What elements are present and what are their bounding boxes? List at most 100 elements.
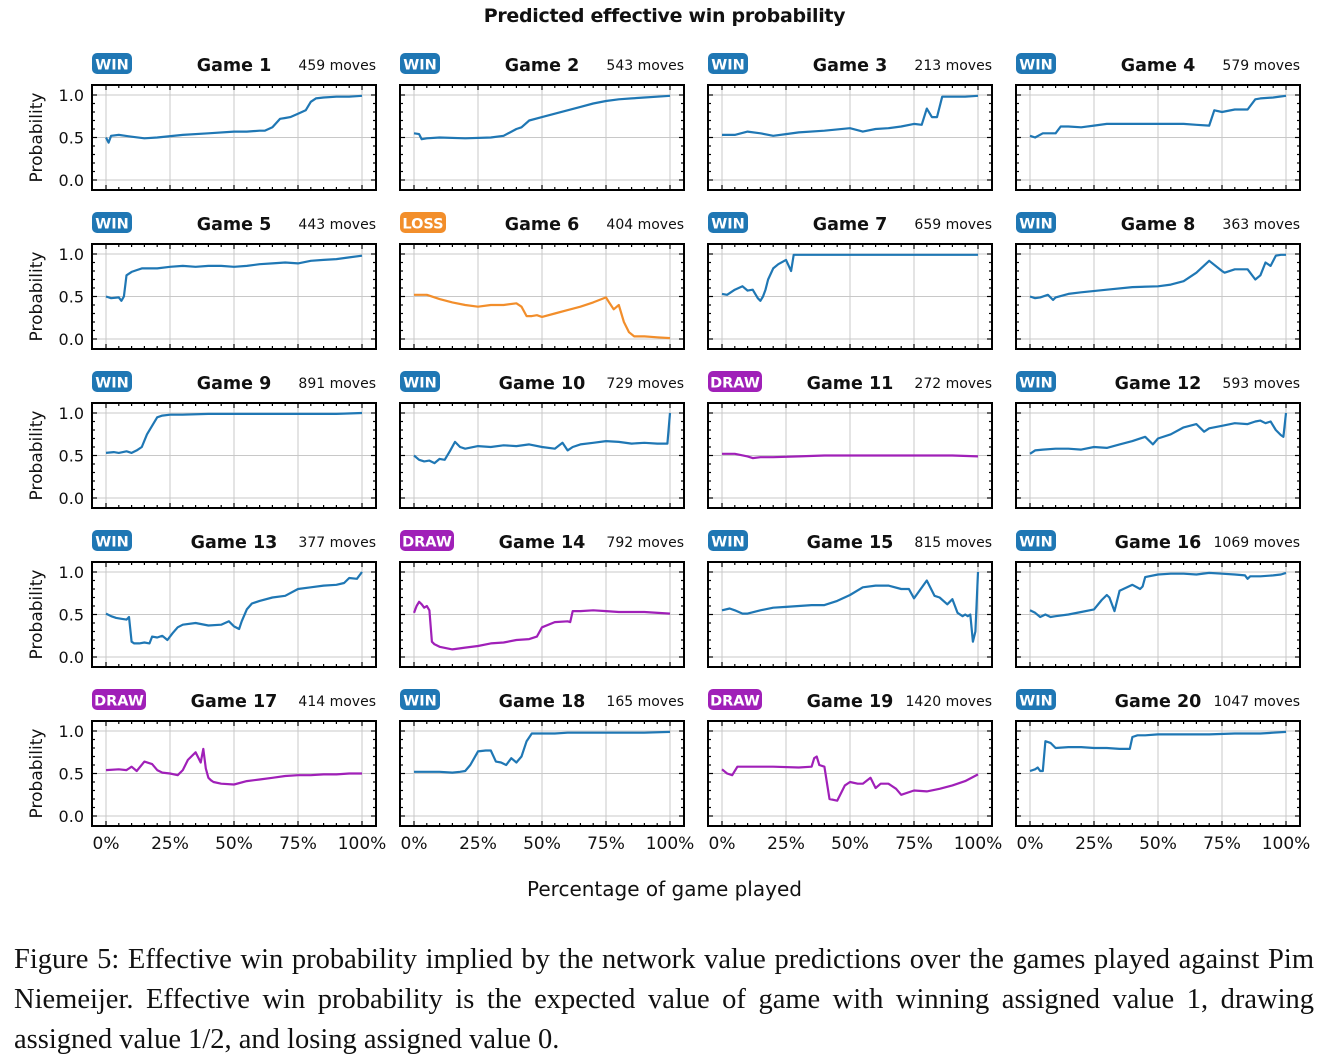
result-badge-label: DRAW bbox=[710, 376, 760, 392]
result-badge bbox=[92, 212, 132, 233]
subplot-1: WIN Game 1 459 moves 0.0 0.5 1.0 Probability bbox=[27, 53, 377, 191]
y-axis-label: Probability bbox=[27, 729, 47, 819]
subplot-10: WIN Game 10 729 moves bbox=[399, 371, 685, 509]
subplot-7: WIN Game 7 659 moves bbox=[707, 212, 993, 350]
subplot-title: Game 16 bbox=[1115, 533, 1202, 553]
subplot-title: Game 3 bbox=[813, 56, 888, 76]
result-badge bbox=[1016, 53, 1056, 74]
subplot-17: DRAW Game 17 414 moves 0.0 0.5 1.0 Probability… bbox=[27, 689, 386, 854]
subplot-4: WIN Game 4 579 moves bbox=[1015, 53, 1301, 191]
series-line-game-10 bbox=[413, 412, 672, 465]
subplot-title: Game 8 bbox=[1121, 215, 1196, 235]
result-badge bbox=[708, 371, 762, 392]
chart-grid: WIN Game 1 459 moves0.00.51.0ProbabilityWI… bbox=[27, 53, 1311, 854]
subplot-3: WIN Game 3 213 moves bbox=[707, 53, 993, 191]
result-badge bbox=[92, 530, 132, 551]
x-tick-label: 100% bbox=[954, 834, 1003, 854]
y-tick-label: 1.0 bbox=[59, 245, 84, 264]
axes-frame bbox=[399, 402, 685, 509]
axes-frame bbox=[399, 84, 685, 191]
subplot-11: DRAW Game 11 272 moves bbox=[707, 371, 993, 509]
subplot-19: DRAW Game 19 1420 moves 0% 25% 50% 75% 100% bbox=[707, 689, 1003, 854]
result-badge-label: WIN bbox=[403, 376, 437, 392]
moves-count: 459 moves bbox=[298, 58, 376, 74]
x-tick-label: 25% bbox=[151, 834, 189, 854]
result-badge bbox=[400, 530, 454, 551]
result-badge bbox=[1016, 371, 1056, 392]
series-line-game-2 bbox=[413, 94, 671, 141]
y-tick-label: 0.5 bbox=[59, 765, 84, 784]
subplot-title: Game 12 bbox=[1115, 374, 1202, 394]
figure-title: Predicted effective win probability bbox=[483, 5, 846, 27]
subplot-title: Game 7 bbox=[813, 215, 888, 235]
result-badge-label: DRAW bbox=[94, 694, 144, 710]
result-badge-label: WIN bbox=[711, 58, 745, 74]
result-badge bbox=[400, 53, 440, 74]
subplot-title: Game 11 bbox=[807, 374, 894, 394]
moves-count: 891 moves bbox=[298, 376, 376, 392]
x-tick-label: 100% bbox=[1262, 834, 1311, 854]
result-badge-label: LOSS bbox=[402, 217, 443, 233]
moves-count: 377 moves bbox=[298, 535, 376, 551]
x-tick-label: 75% bbox=[279, 834, 317, 854]
y-tick-label: 0.0 bbox=[59, 489, 84, 508]
moves-count: 792 moves bbox=[606, 535, 684, 551]
moves-count: 414 moves bbox=[298, 694, 376, 710]
y-tick-label: 1.0 bbox=[59, 404, 84, 423]
moves-count: 729 moves bbox=[606, 376, 684, 392]
result-badge-label: WIN bbox=[95, 217, 129, 233]
y-tick-label: 0.5 bbox=[59, 129, 84, 148]
result-badge bbox=[1016, 689, 1056, 710]
subplot-18: WIN Game 18 165 moves 0% 25% 50% 75% 100% bbox=[399, 689, 695, 854]
series-line-game-8 bbox=[1029, 253, 1286, 301]
subplot-title: Game 17 bbox=[191, 692, 278, 712]
subplot-9: WIN Game 9 891 moves 0.0 0.5 1.0 Probability bbox=[27, 371, 377, 509]
series-line-game-9 bbox=[105, 411, 363, 454]
axes-frame bbox=[707, 402, 993, 509]
series-line-game-13 bbox=[105, 571, 363, 645]
x-tick-label: 75% bbox=[895, 834, 933, 854]
result-badge-label: WIN bbox=[711, 535, 745, 551]
result-badge bbox=[1016, 530, 1056, 551]
result-badge bbox=[92, 53, 132, 74]
result-badge bbox=[708, 530, 748, 551]
x-tick-label: 25% bbox=[1075, 834, 1113, 854]
moves-count: 659 moves bbox=[914, 217, 992, 233]
axes-frame bbox=[399, 243, 685, 350]
subplot-15: WIN Game 15 815 moves bbox=[707, 530, 993, 668]
y-axis-label: Probability bbox=[27, 411, 47, 501]
result-badge-label: WIN bbox=[1019, 694, 1053, 710]
result-badge bbox=[1016, 212, 1056, 233]
y-axis-label: Probability bbox=[27, 252, 47, 342]
result-badge bbox=[400, 689, 440, 710]
result-badge bbox=[92, 689, 146, 710]
subplot-title: Game 10 bbox=[499, 374, 586, 394]
series-line-game-11 bbox=[722, 452, 979, 460]
y-tick-label: 0.5 bbox=[59, 447, 84, 466]
moves-count: 213 moves bbox=[914, 58, 992, 74]
y-axis-label: Probability bbox=[27, 570, 47, 660]
axes-frame bbox=[399, 720, 685, 827]
axes-frame bbox=[91, 720, 377, 827]
moves-count: 404 moves bbox=[606, 217, 684, 233]
subplot-title: Game 4 bbox=[1121, 56, 1196, 76]
result-badge-label: WIN bbox=[403, 58, 437, 74]
subplot-title: Game 9 bbox=[197, 374, 272, 394]
result-badge-label: WIN bbox=[95, 535, 129, 551]
moves-count: 815 moves bbox=[914, 535, 992, 551]
result-badge bbox=[708, 212, 748, 233]
axes-frame bbox=[91, 84, 377, 191]
series-line-game-6 bbox=[414, 293, 671, 340]
result-badge-label: WIN bbox=[1019, 535, 1053, 551]
axes-frame bbox=[707, 720, 993, 827]
subplot-title: Game 20 bbox=[1115, 692, 1202, 712]
axes-frame bbox=[91, 402, 377, 509]
x-tick-label: 50% bbox=[215, 834, 253, 854]
x-tick-label: 25% bbox=[767, 834, 805, 854]
axes-frame bbox=[1015, 243, 1301, 350]
x-tick-label: 100% bbox=[646, 834, 695, 854]
subplot-2: WIN Game 2 543 moves bbox=[399, 53, 685, 191]
series-line-game-1 bbox=[105, 94, 363, 144]
y-tick-label: 1.0 bbox=[59, 563, 84, 582]
series-line-game-3 bbox=[722, 94, 979, 137]
